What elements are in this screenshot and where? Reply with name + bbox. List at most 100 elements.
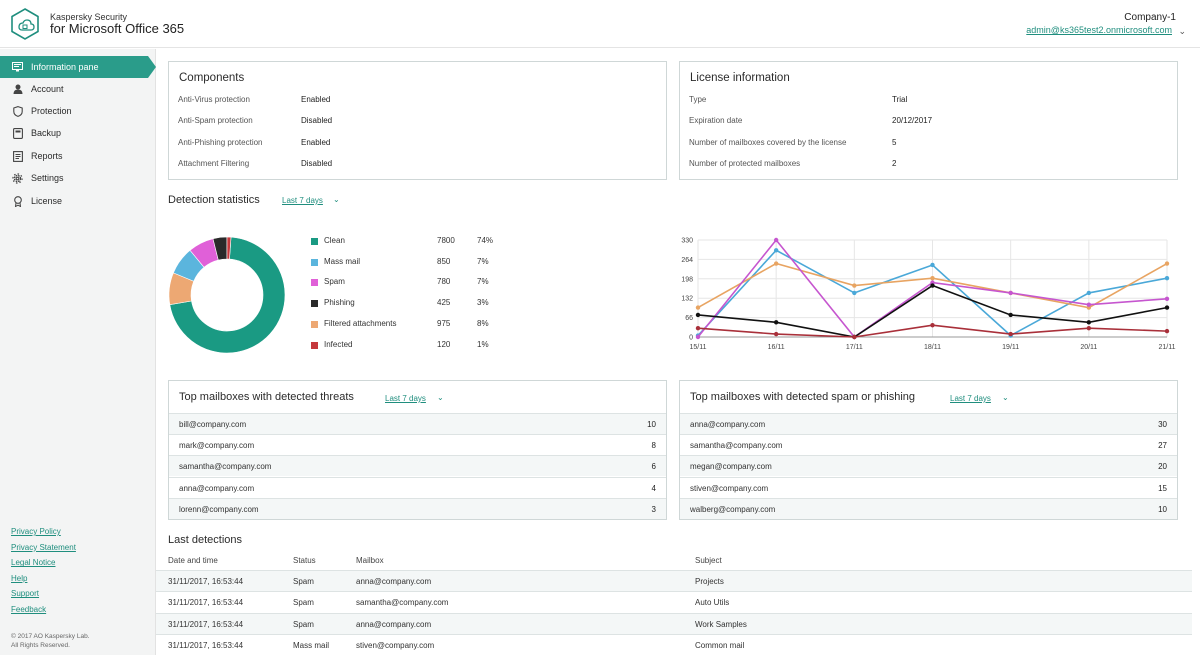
column-header-status[interactable]: Status	[293, 556, 316, 565]
sidebar-item-protection[interactable]: Protection	[0, 100, 148, 122]
table-row[interactable]: bill@company.com 10	[169, 413, 666, 434]
column-header-subject[interactable]: Subject	[695, 556, 722, 565]
sidebar-item-label: Settings	[31, 173, 64, 183]
brand-top: Kaspersky Security	[50, 12, 128, 22]
table-row[interactable]: 31/11/2017, 16:53:44 Spam anna@company.com…	[156, 612, 1192, 634]
data-point	[1086, 320, 1092, 325]
license-label: Number of protected mailboxes	[689, 159, 801, 168]
top-threats-range-select[interactable]: Last 7 days	[385, 394, 426, 403]
kaspersky-logo-icon	[11, 8, 39, 40]
x-tick-label: 16/11	[768, 344, 785, 351]
sidebar-item-settings[interactable]: Settings	[0, 167, 148, 189]
sidebar-item-information-pane[interactable]: Information pane	[0, 56, 156, 78]
legend-swatch	[311, 279, 318, 287]
legend-count: 425	[437, 298, 451, 308]
license-label: Number of mailboxes covered by the licen…	[689, 138, 847, 147]
sidebar-item-reports[interactable]: Reports	[0, 145, 148, 167]
chevron-down-icon[interactable]: ⌄	[437, 393, 444, 402]
feedback-link[interactable]: Feedback	[11, 604, 47, 614]
detection-mailbox: anna@company.com	[356, 619, 432, 629]
detection-statistics-title: Detection statistics	[168, 194, 260, 206]
user-account-link[interactable]: admin@ks365test2.onmicrosoft.com	[1026, 25, 1172, 35]
brand-main: for Microsoft Office 365	[50, 21, 185, 36]
data-point	[930, 323, 935, 328]
table-row[interactable]: anna@company.com 30	[680, 413, 1177, 434]
copyright-line: © 2017 AO Kaspersky Lab.	[11, 633, 90, 640]
support-link[interactable]: Support	[11, 589, 40, 599]
legend-label: Mass mail	[324, 256, 361, 266]
detection-date: 31/11/2017, 16:53:44	[168, 641, 244, 651]
data-point	[695, 325, 701, 331]
mailbox-email: mark@company.com	[179, 441, 255, 451]
legend-percent: 74%	[477, 236, 494, 245]
top-spam-range-select[interactable]: Last 7 days	[950, 394, 991, 403]
sidebar-item-license[interactable]: License	[0, 190, 148, 212]
detection-range-select[interactable]: Last 7 days	[282, 196, 323, 205]
legend-swatch	[311, 238, 318, 245]
components-title: Components	[179, 72, 245, 84]
license-icon	[12, 195, 23, 207]
sidebar-item-backup[interactable]: Backup	[0, 122, 148, 144]
footer-links: Privacy Policy Privacy Statement Legal N…	[11, 524, 76, 618]
data-point	[930, 283, 935, 288]
detection-status: Spam	[293, 577, 314, 586]
legend-label: Phishing	[324, 298, 355, 308]
data-point	[852, 283, 857, 288]
report-icon	[12, 150, 23, 162]
table-row[interactable]: 31/11/2017, 16:53:44 Spam anna@company.com…	[156, 570, 1192, 591]
table-row[interactable]: anna@company.com 4	[169, 476, 666, 498]
gear-icon	[12, 172, 23, 184]
legal-notice-link[interactable]: Legal Notice	[11, 558, 56, 568]
column-header-mailbox[interactable]: Mailbox	[356, 556, 384, 565]
component-label: Anti-Virus protection	[178, 95, 250, 104]
data-point	[695, 334, 701, 340]
license-value: 2	[892, 159, 897, 168]
x-tick-label: 19/11	[1002, 344, 1019, 351]
sidebar-item-account[interactable]: Account	[0, 78, 148, 100]
detection-mailbox: anna@company.com	[356, 577, 432, 586]
sidebar-item-label: Backup	[31, 128, 62, 138]
data-point	[773, 261, 779, 266]
sidebar-item-label: Reports	[31, 151, 63, 161]
privacy-statement-link[interactable]: Privacy Statement	[11, 542, 76, 552]
data-point	[1164, 328, 1170, 334]
license-value: 20/12/2017	[892, 116, 933, 125]
table-row[interactable]: samantha@company.com 6	[169, 455, 666, 477]
component-label: Anti-Spam protection	[178, 116, 253, 125]
legend-label: Filtered attachments	[324, 318, 397, 328]
table-row[interactable]: stiven@company.com 15	[680, 476, 1177, 498]
data-point	[1086, 302, 1092, 307]
table-row[interactable]: samantha@company.com 27	[680, 434, 1177, 455]
table-row[interactable]: megan@company.com 20	[680, 455, 1177, 477]
legend-percent: 8%	[477, 318, 489, 328]
mailbox-email: samantha@company.com	[690, 441, 783, 451]
privacy-policy-link[interactable]: Privacy Policy	[11, 527, 61, 536]
table-row[interactable]: 31/11/2017, 16:53:44 Mass mail stiven@comp…	[156, 634, 1192, 655]
data-point	[773, 320, 779, 325]
license-title: License information	[690, 72, 790, 84]
y-tick-label: 66	[685, 315, 693, 322]
table-row[interactable]: 31/11/2017, 16:53:44 Spam samantha@company…	[156, 591, 1192, 612]
sidebar-item-label: License	[31, 196, 63, 206]
donut-slice-clean	[169, 236, 286, 354]
help-link[interactable]: Help	[11, 573, 28, 583]
x-tick-label: 15/11	[690, 344, 707, 351]
column-header-date[interactable]: Date and time	[168, 556, 218, 565]
license-value: Trial	[892, 95, 908, 104]
data-point	[1086, 290, 1092, 296]
table-row[interactable]: mark@company.com 8	[169, 434, 666, 455]
detection-status: Spam	[293, 598, 314, 608]
chevron-down-icon[interactable]: ⌄	[1002, 393, 1009, 402]
data-point	[1164, 296, 1170, 301]
mailbox-email: anna@company.com	[179, 483, 255, 493]
table-row[interactable]: walberg@company.com 10	[680, 497, 1177, 519]
data-point	[852, 334, 857, 340]
legend-percent: 7%	[477, 277, 489, 287]
chevron-down-icon[interactable]: ⌄	[1178, 26, 1186, 36]
table-row[interactable]: lorenn@company.com 3	[169, 497, 666, 519]
x-tick-label: 20/11	[1080, 344, 1097, 351]
data-point	[852, 290, 857, 296]
chevron-down-icon[interactable]: ⌄	[333, 195, 340, 204]
sidebar-item-label: Account	[31, 84, 64, 94]
mailbox-count: 8	[651, 441, 656, 451]
